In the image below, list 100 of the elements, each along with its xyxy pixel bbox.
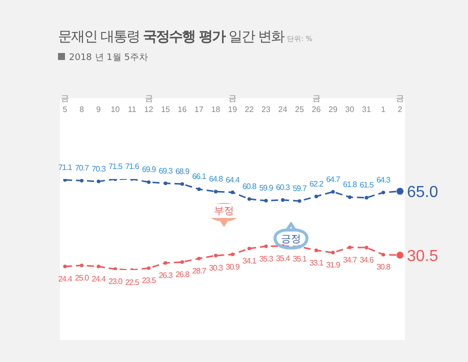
point xyxy=(63,179,67,182)
point xyxy=(298,199,302,203)
point xyxy=(264,198,268,202)
data-label: 35.4 xyxy=(276,254,291,264)
x-tick-label: 22 xyxy=(244,105,254,114)
point xyxy=(314,194,318,198)
point xyxy=(247,246,252,250)
point xyxy=(80,179,84,182)
data-label: 71.1 xyxy=(58,162,73,172)
x-tick-label: 17 xyxy=(194,105,204,114)
point xyxy=(264,244,268,248)
data-label: 24.4 xyxy=(92,274,106,284)
x-tick-label: 1 xyxy=(381,105,386,114)
data-label: 68.9 xyxy=(175,167,190,176)
data-label: 60.8 xyxy=(242,182,258,192)
data-label: 34.7 xyxy=(342,255,358,264)
data-label: 70.7 xyxy=(74,164,90,173)
x-tick-label: 금 19 xyxy=(228,94,238,114)
data-label: 34.6 xyxy=(360,256,374,265)
data-label: 59.7 xyxy=(292,184,308,194)
point xyxy=(113,267,118,270)
x-tick-label: 16 xyxy=(178,105,188,114)
point xyxy=(164,181,168,186)
x-tick-label: 29 xyxy=(328,105,338,114)
point xyxy=(96,264,100,268)
data-label: 64.7 xyxy=(326,174,341,184)
x-tick-label: 25 xyxy=(295,105,304,114)
x-tick-label: 금 26 xyxy=(312,94,322,114)
point xyxy=(197,187,201,191)
data-label: 30.8 xyxy=(376,262,392,272)
x-tick-label: 11 xyxy=(128,105,137,114)
point xyxy=(247,197,252,201)
data-label: 34.1 xyxy=(242,256,258,266)
point xyxy=(364,196,368,200)
point xyxy=(381,190,386,194)
point xyxy=(348,195,352,199)
data-label: 66.1 xyxy=(192,172,207,182)
data-label: 71.5 xyxy=(108,162,124,172)
data-label: 25.0 xyxy=(74,273,90,282)
data-label: 64.3 xyxy=(376,176,392,185)
x-tick-label: 18 xyxy=(211,105,221,114)
point xyxy=(331,250,335,254)
point xyxy=(180,260,184,264)
point xyxy=(331,190,335,194)
data-label: 64.4 xyxy=(226,175,240,184)
data-label: 35.3 xyxy=(259,254,274,264)
data-label: 69.9 xyxy=(142,165,157,174)
x-tick-label: 금 5 xyxy=(61,94,69,114)
point xyxy=(197,256,201,260)
data-label: 30.9 xyxy=(226,262,240,272)
point xyxy=(214,254,218,258)
x-tick-label: 31 xyxy=(362,105,372,114)
data-label: 60.3 xyxy=(276,182,291,192)
data-label: 64.8 xyxy=(208,174,224,184)
point xyxy=(146,266,151,270)
data-label: 30.5 xyxy=(407,248,438,266)
point xyxy=(381,252,386,256)
data-label: 69.3 xyxy=(158,166,174,176)
data-label: 26.8 xyxy=(175,270,190,280)
point xyxy=(230,190,234,194)
point xyxy=(214,190,218,194)
point xyxy=(146,180,151,184)
x-tick-label: 23 xyxy=(262,105,271,114)
x-tick-label: 금 2 xyxy=(396,94,404,114)
text: 긍정 xyxy=(280,233,302,246)
chart-title: 문재인 대통령 국정수행 평가 일간 변화 xyxy=(58,29,284,45)
data-label: 33.1 xyxy=(309,258,324,268)
x-tick-label: 금 12 xyxy=(144,94,154,114)
point xyxy=(96,180,100,184)
text: 부정 xyxy=(206,204,242,218)
data-label: 62.2 xyxy=(309,179,324,188)
point xyxy=(364,246,368,250)
data-label: 35.1 xyxy=(292,254,308,264)
data-label: 23.0 xyxy=(108,277,124,286)
x-tick-label: 24 xyxy=(278,105,288,114)
point xyxy=(180,182,184,186)
data-label: 23.5 xyxy=(142,276,157,286)
data-label: 24.4 xyxy=(58,274,73,284)
point xyxy=(164,261,168,265)
point xyxy=(280,198,285,202)
data-label: 71.6 xyxy=(125,162,140,171)
data-label: 30.3 xyxy=(208,264,224,273)
data-label: 31.9 xyxy=(326,260,341,270)
x-tick-label: 15 xyxy=(161,105,170,114)
x-tick-label: 30 xyxy=(345,105,355,114)
data-label: 28.7 xyxy=(192,266,207,276)
data-label: 22.5 xyxy=(125,278,140,287)
x-tick-label: 10 xyxy=(110,105,120,114)
chart-subtitle: 2018 년 1월 5주차 xyxy=(68,52,148,64)
point xyxy=(80,264,84,268)
point xyxy=(63,264,67,268)
data-label: 70.3 xyxy=(92,164,106,174)
x-tick-label: 8 xyxy=(80,105,85,114)
point xyxy=(314,248,318,252)
data-label: 61.8 xyxy=(342,180,358,190)
point xyxy=(230,252,234,256)
x-tick-label: 9 xyxy=(96,105,102,114)
data-label: 65.0 xyxy=(407,184,438,202)
data-label: 61.5 xyxy=(360,180,374,190)
data-label: 59.9 xyxy=(259,184,274,193)
